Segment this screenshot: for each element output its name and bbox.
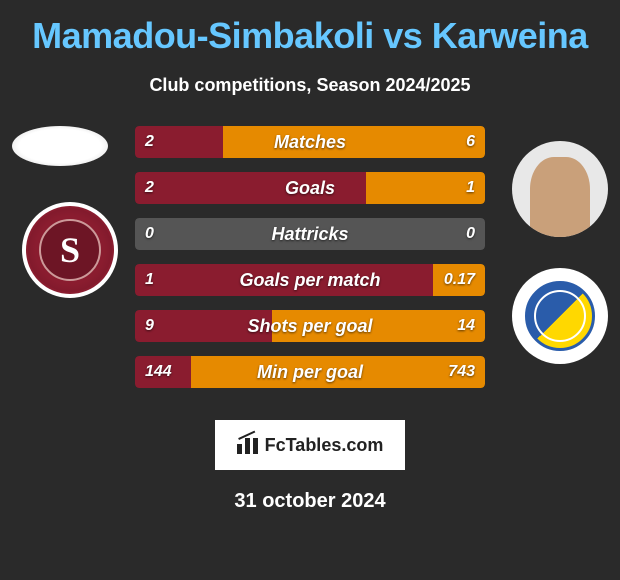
club-left-initial: S (39, 219, 101, 281)
player-left-club-badge: S (22, 202, 118, 298)
brand-badge: FcTables.com (215, 420, 405, 470)
stat-value-right: 14 (457, 310, 475, 342)
stat-label: Goals (135, 172, 485, 204)
stat-value-left: 144 (145, 356, 172, 388)
stat-row: Goals2 1 (135, 172, 485, 204)
stat-value-right: 743 (448, 356, 475, 388)
stat-row: Goals per match1 0.17 (135, 264, 485, 296)
stat-label: Min per goal (135, 356, 485, 388)
player-left-avatar (12, 126, 108, 166)
brand-text: FcTables.com (265, 435, 384, 456)
stat-row: Min per goal144 743 (135, 356, 485, 388)
subtitle: Club competitions, Season 2024/2025 (149, 75, 470, 96)
stat-value-left: 2 (145, 172, 154, 204)
stats-panel: S Matches26Goals21Hattricks00Goals per m… (0, 126, 620, 402)
stat-label: Matches (135, 126, 485, 158)
stat-value-right: 1 (466, 172, 475, 204)
stat-value-right: 0.17 (444, 264, 475, 296)
stat-value-right: 0 (466, 218, 475, 250)
bar-chart-icon (237, 436, 259, 454)
club-right-badge-icon (525, 281, 595, 351)
stat-value-left: 0 (145, 218, 154, 250)
stat-row: Hattricks0 0 (135, 218, 485, 250)
player-right-avatar (512, 141, 608, 237)
date-text: 31 october 2024 (234, 490, 385, 513)
stat-value-right: 6 (466, 126, 475, 158)
stat-label: Goals per match (135, 264, 485, 296)
stat-row: Shots per goal9 14 (135, 310, 485, 342)
page-title: Mamadou-Simbakoli vs Karweina (32, 15, 588, 57)
stat-value-left: 1 (145, 264, 154, 296)
stat-row: Matches2 6 (135, 126, 485, 158)
stat-label: Hattricks (135, 218, 485, 250)
stat-label: Shots per goal (135, 310, 485, 342)
stat-value-left: 2 (145, 126, 154, 158)
player-right-club-badge (512, 268, 608, 364)
stat-value-left: 9 (145, 310, 154, 342)
